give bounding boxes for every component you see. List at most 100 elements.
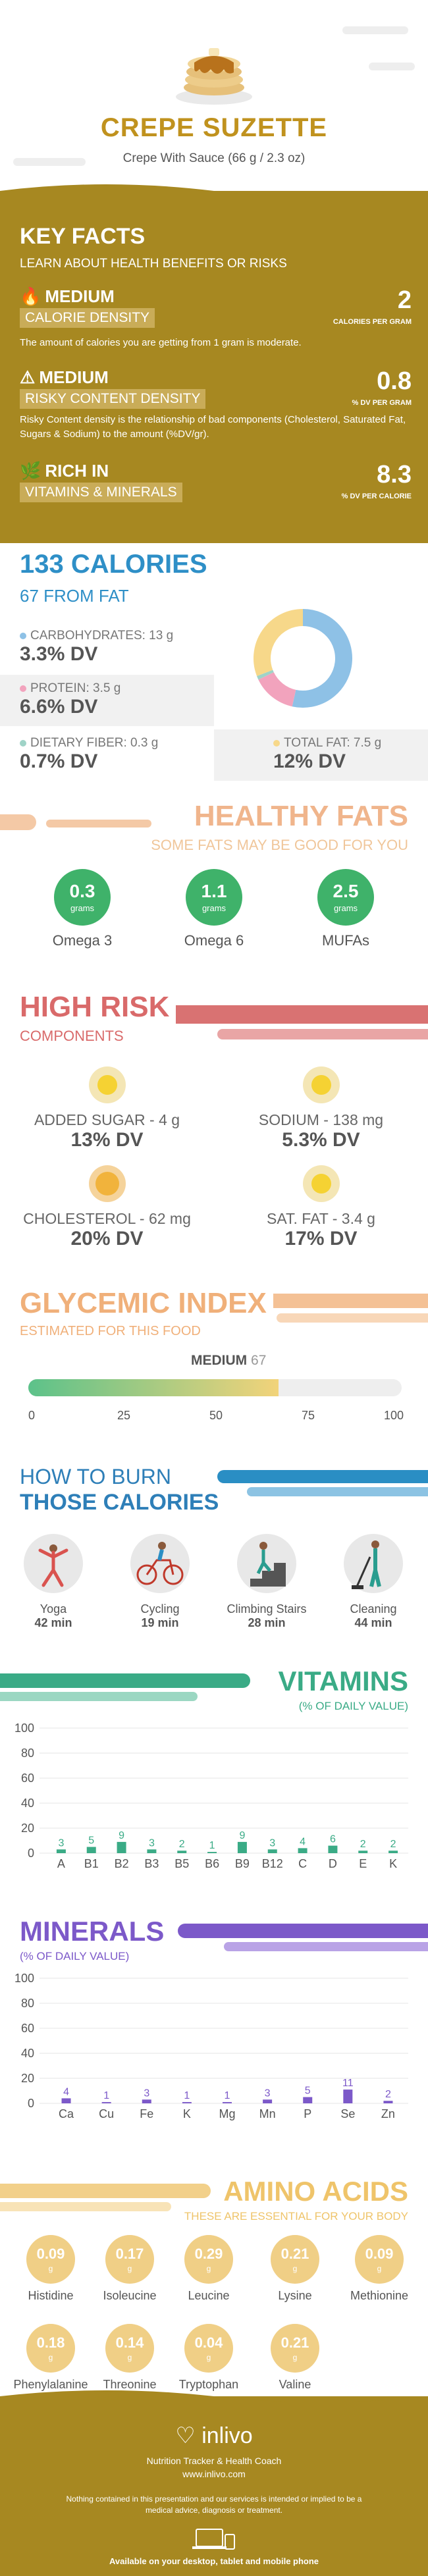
x-tick-label: C [298, 1857, 307, 1870]
data-label: 5 [305, 2086, 311, 2097]
nutrient-dv: 12% DV [273, 750, 346, 772]
fact-name: RISKY CONTENT DENSITY [20, 389, 206, 409]
y-tick-label: 60 [21, 1772, 34, 1785]
glycemic-bar [28, 1379, 402, 1396]
deco-line [247, 1487, 428, 1496]
deco-line [369, 63, 415, 70]
amino-circle: 0.09 g [26, 2235, 75, 2284]
y-tick-label: 0 [28, 1847, 34, 1860]
deco-line [161, 1005, 428, 1024]
nutrient-dv: 0.7% DV [20, 750, 98, 772]
amino-name: Valine [279, 2378, 311, 2391]
glycemic-title: GLYCEMIC INDEX [20, 1287, 273, 1320]
vitamins-bar-chart: 0 20 40 60 80 100 3 A 5 B1 9 B2 3 B3 2 B5 1 B6 9 B9 3 B12 4 C 6 D… [14, 1722, 408, 1870]
glycemic-tick: 100 [383, 1409, 404, 1422]
amino-acid-item: 0.09 g Methionine [340, 2235, 419, 2303]
amino-unit: g [377, 2264, 382, 2273]
amino-value: 0.17 [115, 2246, 144, 2262]
amino-title: AMINO ACIDS [223, 2176, 408, 2207]
amino-subtitle: THESE ARE ESSENTIAL FOR YOUR BODY [184, 2210, 408, 2222]
data-label: 3 [149, 1837, 155, 1849]
x-tick-label: Mg [219, 2107, 235, 2120]
fact-value: 0.8 [377, 367, 412, 395]
data-label: 3 [144, 2088, 149, 2099]
risk-added-sugar: ADDED SUGAR - 4 g 13% DV [0, 1066, 214, 1151]
fact-value: 2 [397, 286, 412, 314]
deco-line [230, 1294, 428, 1308]
fact-value: 8.3 [377, 461, 412, 488]
x-tick-label: Mn [259, 2107, 276, 2120]
amino-name: Methionine [350, 2289, 409, 2302]
deco-line [0, 1692, 198, 1701]
data-label: 5 [88, 1835, 94, 1847]
amino-acid-item: 0.29 g Leucine [169, 2235, 248, 2303]
glycemic-tick: 0 [28, 1409, 35, 1422]
y-tick-label: 100 [14, 1722, 34, 1735]
calorie-density-fact: 🔥 MEDIUM CALORIE DENSITY 2 CALORIES PER G… [20, 286, 412, 350]
risky-content-fact: ⚠ MEDIUM RISKY CONTENT DENSITY 0.8 % DV P… [20, 367, 412, 442]
risk-sat-fat: SAT. FAT - 3.4 g 17% DV [214, 1165, 428, 1250]
bar [147, 1849, 157, 1853]
calories-section: 133 CALORIES 67 FROM FAT CARBOHYDRATES: … [0, 550, 428, 787]
devices-icon [191, 2528, 237, 2550]
amino-name: Tryptophan [178, 2378, 239, 2391]
bar [223, 2102, 232, 2103]
key-facts-section: KEY FACTS LEARN ABOUT HEALTH BENEFITS OR… [0, 184, 428, 543]
deco-line [0, 1673, 250, 1688]
deco-line [13, 158, 86, 166]
glycemic-tick: 50 [209, 1409, 223, 1422]
data-label: 4 [63, 2086, 69, 2097]
amino-name: Lysine [278, 2289, 312, 2302]
high-risk-section: HIGH RISK COMPONENTS ADDED SUGAR - 4 g 1… [0, 991, 428, 1254]
bar [207, 1852, 217, 1853]
bar [383, 2101, 393, 2103]
deco-line [217, 1029, 428, 1039]
amino-value: 0.21 [281, 2334, 309, 2351]
amino-unit: g [127, 2264, 132, 2273]
amino-circle: 0.18 g [26, 2324, 75, 2373]
x-tick-label: K [389, 1857, 397, 1870]
bar [61, 2098, 71, 2103]
fact-description: Risky Content density is the relationshi… [20, 414, 406, 440]
y-tick-label: 20 [21, 1822, 34, 1835]
minerals-section: MINERALS (% OF DAILY VALUE) 0 20 40 60 80 100… [0, 1916, 428, 2179]
nutrient-dv: 3.3% DV [20, 643, 98, 665]
bar [303, 2097, 313, 2103]
amino-circle: 0.21 g [271, 2235, 319, 2284]
y-tick-label: 60 [21, 2022, 34, 2035]
bar [263, 2099, 273, 2103]
row-highlight [214, 729, 428, 781]
healthy-fats-section: HEALTHY FATS SOME FATS MAY BE GOOD FOR Y… [0, 793, 428, 991]
wave-divider [0, 184, 428, 204]
x-tick-label: D [329, 1857, 337, 1870]
nutrient-dv: 6.6% DV [20, 696, 98, 718]
warning-icon: ⚠ [20, 367, 36, 387]
nutrient-carbohydrates: CARBOHYDRATES: 13 g 3.3% DV [20, 629, 174, 665]
amino-acid-item: 0.17 g Isoleucine [90, 2235, 169, 2303]
amino-name: Histidine [28, 2289, 74, 2302]
brand-logo: ♡ inlivo [175, 2423, 253, 2448]
minerals-subtitle: (% OF DAILY VALUE) [20, 1950, 130, 1962]
healthy-fats-subtitle: SOME FATS MAY BE GOOD FOR YOU [151, 837, 408, 853]
amino-acid-item: 0.21 g Lysine [255, 2235, 334, 2303]
data-label: 3 [58, 1837, 64, 1849]
data-label: 3 [269, 1837, 275, 1849]
amino-circle: 0.09 g [355, 2235, 404, 2284]
smiley-icon [88, 1165, 126, 1202]
amino-unit: g [48, 2264, 53, 2273]
amino-value: 0.18 [36, 2334, 65, 2351]
vitamins-section: VITAMINS (% OF DAILY VALUE) 0 20 40 60 80 100… [0, 1666, 428, 1929]
activity-climbing-stairs: Climbing Stairs 28 min [213, 1534, 320, 1630]
y-tick-label: 100 [14, 1972, 34, 1985]
amino-acid-item: 0.21 g Valine [255, 2324, 334, 2392]
smiley-icon [88, 1066, 126, 1103]
data-label: 1 [103, 2090, 109, 2101]
bar [177, 1851, 187, 1853]
fat-omega6: 1.1 grams Omega 6 [161, 869, 267, 949]
x-tick-label: Ca [59, 2107, 74, 2120]
data-label: 1 [209, 1840, 215, 1851]
glycemic-section: GLYCEMIC INDEX ESTIMATED FOR THIS FOOD M… [0, 1287, 428, 1452]
legend-dot [20, 633, 26, 639]
footer: ♡ inlivo Nutrition Tracker & Health Coac… [0, 2390, 428, 2576]
legend-dot [273, 740, 280, 747]
